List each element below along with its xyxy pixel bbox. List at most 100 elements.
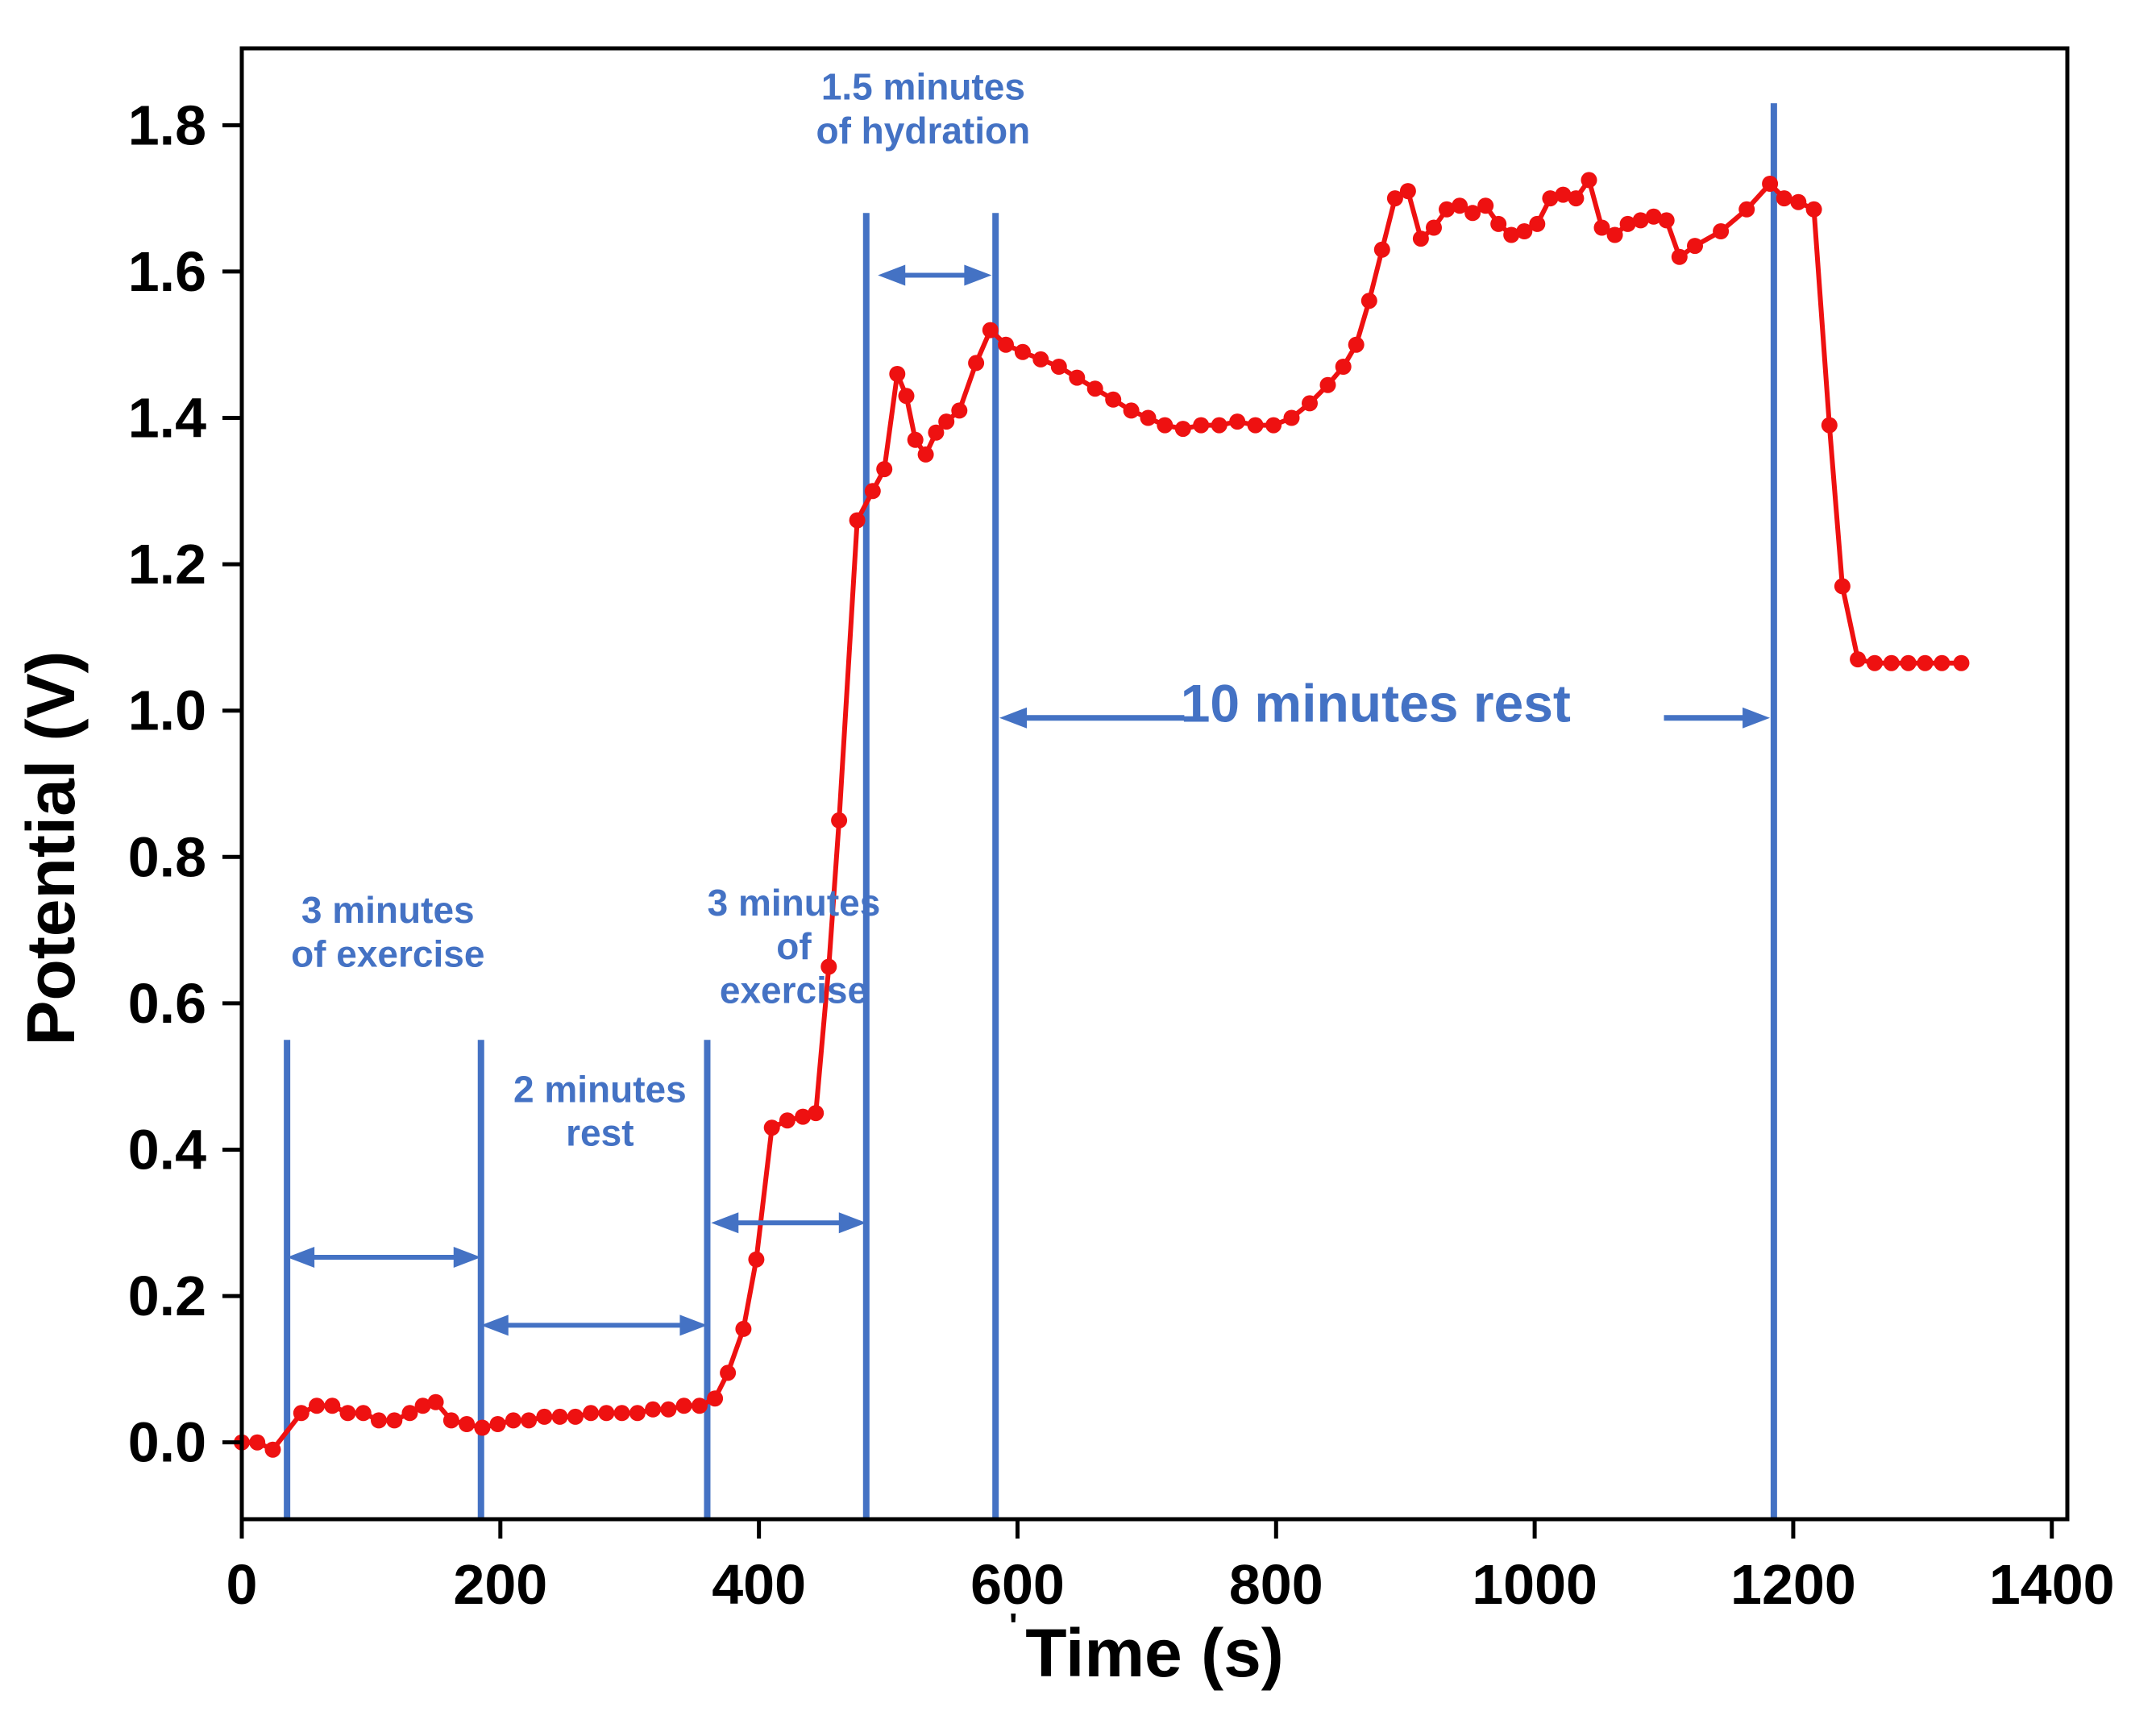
data-point — [1069, 369, 1086, 386]
data-point — [1593, 219, 1610, 236]
span-arrowhead-left — [878, 264, 906, 286]
plot-frame — [239, 46, 2070, 1522]
data-point — [1581, 172, 1597, 189]
x-tick-label: 1000 — [1472, 1553, 1597, 1616]
data-point — [1867, 654, 1883, 671]
data-point — [720, 1364, 737, 1381]
data-point — [309, 1398, 325, 1414]
data-point — [898, 388, 915, 405]
data-point — [735, 1320, 752, 1337]
data-point — [1776, 190, 1792, 207]
annotation-text: rest — [566, 1112, 633, 1154]
data-point — [1900, 654, 1917, 671]
data-point — [1283, 409, 1300, 426]
data-point — [1934, 654, 1950, 671]
data-point — [1426, 219, 1442, 236]
data-point — [1645, 208, 1662, 225]
data-point — [1123, 402, 1140, 419]
data-point — [1265, 417, 1282, 434]
data-point — [645, 1401, 662, 1418]
x-axis-title: Time (s) — [1025, 1615, 1284, 1691]
data-point — [1917, 654, 1934, 671]
data-point — [808, 1105, 825, 1122]
data-point — [551, 1408, 568, 1425]
data-point — [324, 1398, 341, 1414]
data-point — [675, 1398, 692, 1414]
y-axis-title: Potential (V) — [13, 650, 89, 1045]
data-point — [917, 446, 934, 463]
data-point — [1762, 176, 1779, 192]
data-point — [1412, 230, 1429, 247]
data-point — [951, 402, 968, 419]
y-tick-label: 1.8 — [128, 93, 206, 156]
data-point — [1140, 409, 1157, 426]
data-point — [1229, 413, 1246, 430]
data-point — [459, 1416, 476, 1432]
data-point — [1738, 201, 1755, 218]
data-point — [1619, 215, 1636, 232]
y-tick-label: 1.0 — [128, 679, 206, 742]
data-point — [1632, 212, 1649, 229]
data-point — [1516, 223, 1533, 239]
data-point — [1687, 238, 1703, 255]
annotation-text: 3 minutes — [708, 882, 881, 924]
rest-arrowhead — [999, 707, 1028, 729]
data-point — [386, 1412, 403, 1429]
data-point — [1348, 336, 1365, 353]
data-point — [1568, 190, 1585, 207]
data-point — [629, 1405, 646, 1422]
data-point — [401, 1405, 418, 1422]
data-point — [1658, 212, 1675, 229]
span-arrowhead-left — [480, 1314, 509, 1336]
data-point — [613, 1405, 630, 1422]
data-point — [928, 424, 945, 441]
data-point — [779, 1112, 795, 1129]
data-point — [1953, 654, 1970, 671]
data-point — [339, 1405, 356, 1422]
data-point — [1850, 651, 1867, 668]
y-tick-label: 0.6 — [128, 972, 206, 1035]
data-point — [889, 366, 906, 382]
y-tick-label: 1.6 — [128, 240, 206, 303]
data-point — [355, 1405, 372, 1422]
data-point — [1555, 186, 1572, 203]
data-point — [1490, 215, 1507, 232]
annotation-text: 1.5 minutes — [821, 66, 1025, 108]
data-point — [748, 1251, 765, 1268]
span-arrowhead-right — [453, 1246, 481, 1268]
data-point — [1335, 359, 1352, 375]
data-point — [1821, 417, 1838, 434]
data-point — [1360, 293, 1377, 309]
data-point — [1606, 226, 1623, 243]
y-tick-label: 0.4 — [128, 1118, 206, 1181]
data-point — [1805, 201, 1822, 218]
data-point — [1193, 417, 1210, 434]
data-point — [1032, 351, 1049, 368]
data-point — [864, 483, 881, 500]
data-point — [1211, 417, 1228, 434]
y-tick-label: 0.8 — [128, 825, 206, 888]
data-point — [567, 1408, 584, 1425]
x-tick-label: 1400 — [1989, 1553, 2115, 1616]
data-point — [293, 1405, 309, 1422]
data-point — [1790, 193, 1807, 210]
x-axis-title-stray-mark: ' — [1009, 1606, 1017, 1646]
x-tick-label: 400 — [712, 1553, 806, 1616]
data-point — [1247, 417, 1264, 434]
y-tick-label: 0.0 — [128, 1411, 206, 1474]
data-point — [982, 322, 999, 338]
annotation-text: 3 minutes — [301, 889, 475, 931]
data-point — [1386, 190, 1403, 207]
data-point — [1302, 395, 1318, 412]
data-point — [1373, 241, 1390, 258]
data-point — [414, 1398, 431, 1414]
data-point — [583, 1405, 600, 1422]
data-point — [1050, 359, 1067, 375]
data-point — [1671, 248, 1688, 265]
span-arrowhead-right — [964, 264, 992, 286]
data-point — [371, 1412, 387, 1429]
data-point — [1529, 215, 1546, 232]
annotation-text: of — [776, 925, 812, 967]
data-line — [242, 177, 1962, 1452]
